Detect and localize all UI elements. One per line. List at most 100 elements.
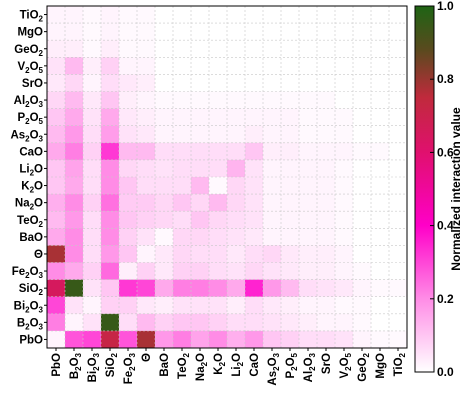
heatmap-cell	[263, 74, 282, 92]
y-tick-label: K2​O	[21, 181, 43, 195]
heatmap-cell	[137, 57, 156, 75]
heatmap-cell	[335, 74, 354, 92]
heatmap-cell	[245, 6, 264, 24]
heatmap-cell	[353, 228, 372, 246]
heatmap-cell	[191, 91, 210, 109]
heatmap-cell	[101, 23, 120, 41]
heatmap-cell	[317, 125, 336, 144]
heatmap-cell	[65, 108, 84, 127]
y-tick-label: SrO	[22, 78, 43, 90]
heatmap-cell	[155, 228, 174, 246]
x-tick-label: CaO	[249, 353, 261, 377]
heatmap-cell	[137, 159, 156, 178]
heatmap-cell	[281, 313, 300, 332]
colorbar-tick-label: 0.8	[437, 72, 454, 86]
heatmap-cell	[155, 40, 174, 58]
heatmap-cell	[353, 91, 372, 109]
heatmap-cell	[389, 108, 408, 127]
heatmap-cell	[65, 159, 84, 178]
heatmap-cell	[353, 40, 372, 58]
heatmap-cell	[299, 279, 318, 298]
heatmap-cell	[47, 211, 66, 229]
heatmap-cell	[173, 142, 192, 161]
heatmap-cell	[137, 23, 156, 41]
heatmap-cell	[245, 142, 264, 161]
heatmap-cell	[101, 108, 120, 127]
heatmap-cell	[65, 262, 84, 280]
heatmap-cell	[47, 125, 66, 144]
heatmap-cell	[281, 125, 300, 144]
heatmap-cell	[389, 91, 408, 109]
heatmap-cells	[47, 6, 408, 349]
heatmap-cell	[209, 23, 228, 41]
heatmap-cell	[281, 177, 300, 195]
x-tick-label: As2​O3​	[267, 352, 281, 385]
heatmap-cell	[317, 57, 336, 75]
heatmap-cell	[209, 279, 228, 298]
heatmap-cell	[389, 40, 408, 58]
x-tick-label: V2​O5​	[339, 352, 353, 378]
heatmap-cell	[83, 262, 102, 280]
heatmap-cell	[263, 211, 282, 229]
heatmap-cell	[263, 142, 282, 161]
heatmap-cell	[137, 262, 156, 280]
heatmap-cell	[191, 57, 210, 75]
heatmap-cell	[191, 211, 210, 229]
heatmap-cell	[47, 279, 66, 298]
heatmap-cell	[101, 91, 120, 109]
heatmap-cell	[83, 194, 102, 212]
y-tick-label: Na2​O	[15, 198, 43, 212]
heatmap-cell	[227, 40, 246, 58]
heatmap-cell	[83, 330, 102, 349]
heatmap-cell	[245, 211, 264, 229]
x-tick-label: Na2​O	[195, 353, 209, 381]
heatmap-cell	[227, 330, 246, 349]
heatmap-cell	[353, 74, 372, 92]
heatmap-cell	[173, 296, 192, 315]
y-tick-label: V2​O5​	[17, 61, 43, 75]
heatmap-cell	[137, 211, 156, 229]
heatmap-cell	[353, 57, 372, 75]
heatmap-cell	[227, 142, 246, 161]
heatmap-cell	[191, 23, 210, 41]
heatmap-cell	[263, 108, 282, 127]
heatmap-cell	[227, 57, 246, 75]
heatmap-cell	[353, 177, 372, 195]
heatmap-cell	[173, 23, 192, 41]
colorbar-tick-label: 0.0	[437, 365, 454, 379]
heatmap-cell	[119, 108, 138, 127]
heatmap-cell	[389, 296, 408, 315]
heatmap-cell	[65, 228, 84, 246]
y-tick-label: TiO2​	[20, 10, 44, 24]
y-tick-label: Bi2​O3​	[14, 300, 44, 314]
x-tick-label: Li2​O	[231, 353, 245, 377]
heatmap-cell	[47, 296, 66, 315]
y-tick-label: MgO	[17, 27, 43, 39]
heatmap-cell	[65, 330, 84, 349]
heatmap-cell	[227, 194, 246, 212]
heatmap-cell	[281, 142, 300, 161]
heatmap-cell	[173, 330, 192, 349]
plot-frame	[46, 5, 408, 349]
heatmap-cell	[65, 40, 84, 58]
heatmap-cell	[209, 91, 228, 109]
heatmap-cell	[389, 211, 408, 229]
heatmap-cell	[191, 74, 210, 92]
heatmap-cell	[209, 125, 228, 144]
heatmap-cell	[335, 6, 354, 24]
heatmap-cell	[47, 108, 66, 127]
heatmap-cell	[263, 313, 282, 332]
heatmap-cell	[281, 57, 300, 75]
heatmap-cell	[281, 262, 300, 280]
heatmap-cell	[353, 108, 372, 127]
heatmap-cell	[83, 279, 102, 298]
heatmap-cell	[245, 313, 264, 332]
heatmap-cell	[101, 177, 120, 195]
heatmap-cell	[263, 296, 282, 315]
heatmap-cell	[263, 91, 282, 109]
heatmap-cell	[335, 313, 354, 332]
heatmap-cell	[47, 228, 66, 246]
heatmap-cell	[281, 279, 300, 298]
heatmap-cell	[119, 91, 138, 109]
heatmap-cell	[245, 159, 264, 178]
